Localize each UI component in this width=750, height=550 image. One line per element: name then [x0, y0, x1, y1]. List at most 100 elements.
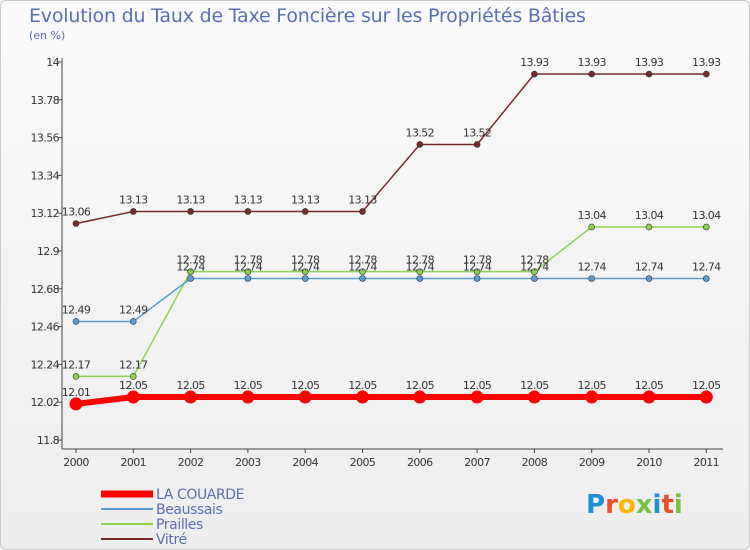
data-point — [645, 223, 653, 231]
series-line — [76, 226, 707, 378]
data-point — [187, 268, 194, 275]
x-tick-label: 2008 — [522, 456, 548, 469]
data-point — [702, 275, 710, 282]
y-tick-label: 12.02 — [31, 396, 60, 409]
x-tick-label: 2007 — [464, 456, 490, 469]
logo-letter: t — [661, 490, 674, 520]
data-point — [187, 275, 194, 282]
data-label: 12.17 — [62, 358, 91, 371]
data-point — [356, 390, 369, 404]
data-point — [130, 373, 137, 380]
data-point — [699, 390, 713, 404]
data-point — [473, 141, 481, 148]
data-label: 12.74 — [692, 260, 721, 273]
data-point — [72, 220, 80, 227]
data-point — [585, 390, 599, 404]
data-label: 13.06 — [62, 206, 91, 219]
data-point — [527, 390, 541, 404]
data-label: 12.05 — [119, 379, 148, 392]
chart-subtitle: (en %) — [29, 29, 66, 42]
data-label: 12.78 — [348, 254, 377, 267]
data-point — [588, 70, 596, 78]
data-label: 12.49 — [119, 303, 148, 316]
y-tick-label: 13.34 — [31, 169, 60, 182]
data-point — [588, 275, 596, 282]
legend-label: LA COUARDE — [156, 487, 244, 503]
data-point — [298, 390, 312, 404]
data-point — [359, 275, 366, 282]
data-point — [187, 208, 194, 215]
data-point — [359, 208, 366, 215]
data-label: 12.74 — [348, 260, 377, 273]
series-la-couarde — [69, 390, 713, 411]
x-tick-label: 2009 — [579, 456, 605, 469]
data-point — [69, 397, 83, 411]
data-point — [416, 275, 424, 282]
data-label: 12.74 — [291, 260, 320, 273]
data-point — [645, 275, 653, 282]
data-label: 12.74 — [234, 260, 263, 273]
logo-letter: o — [617, 490, 636, 520]
data-point — [184, 390, 198, 404]
data-point — [588, 223, 596, 231]
proxiti-logo: Proxiti — [586, 490, 683, 520]
x-tick-label: 2010 — [636, 456, 662, 469]
data-label: 12.01 — [62, 386, 91, 399]
data-point — [473, 275, 481, 282]
data-label: 12.74 — [520, 260, 549, 273]
logo-letter: P — [586, 490, 606, 520]
chart-title: Evolution du Taux de Taxe Foncière sur l… — [29, 5, 586, 27]
data-label: 12.74 — [406, 260, 435, 273]
data-label: 12.74 — [635, 260, 664, 273]
data-point — [301, 208, 309, 215]
data-point — [126, 390, 140, 404]
data-label: 12.78 — [520, 254, 549, 267]
data-label: 12.05 — [176, 379, 205, 392]
data-label: 12.05 — [520, 379, 549, 392]
logo-letter: x — [635, 490, 653, 520]
data-point — [416, 268, 424, 275]
data-point — [416, 141, 424, 148]
data-point — [413, 390, 427, 404]
data-point — [72, 318, 80, 325]
y-tick-label: 11.8 — [37, 434, 60, 447]
y-tick-label: 13.12 — [31, 207, 60, 220]
data-label: 12.05 — [692, 379, 721, 392]
logo-letter: i — [652, 490, 662, 520]
data-label: 12.05 — [291, 379, 320, 392]
x-tick-label: 2011 — [693, 456, 719, 469]
data-label: 12.74 — [463, 260, 492, 273]
x-tick-label: 2003 — [235, 456, 261, 469]
y-tick-label: 13.56 — [31, 132, 60, 145]
series-prailles — [72, 223, 710, 380]
data-point — [244, 268, 252, 275]
data-point — [301, 268, 309, 275]
y-tick-label: 13.78 — [31, 94, 60, 107]
legend-label: Prailles — [156, 517, 203, 533]
legend-label: Vitré — [156, 532, 187, 548]
data-point — [642, 390, 656, 404]
data-label: 12.49 — [62, 303, 91, 316]
data-label: 12.78 — [463, 254, 492, 267]
data-point — [470, 390, 484, 404]
data-point — [645, 70, 653, 78]
data-point — [130, 208, 137, 215]
y-tick-label: 12.68 — [31, 283, 60, 296]
series-line — [75, 73, 707, 225]
series-vitr- — [72, 70, 710, 227]
y-tick-label: 12.46 — [31, 321, 60, 334]
data-label: 13.13 — [348, 193, 377, 206]
data-label: 12.05 — [463, 379, 492, 392]
data-point — [72, 373, 80, 380]
data-point — [531, 70, 538, 78]
data-label: 12.78 — [176, 254, 205, 267]
data-label: 13.04 — [577, 209, 606, 222]
data-point — [702, 223, 710, 231]
data-point — [359, 268, 366, 275]
data-label: 13.93 — [520, 56, 549, 69]
data-label: 12.17 — [119, 358, 148, 371]
data-label: 12.74 — [176, 260, 205, 273]
legend-label: Beaussais — [156, 502, 223, 518]
data-label: 12.05 — [577, 379, 606, 392]
